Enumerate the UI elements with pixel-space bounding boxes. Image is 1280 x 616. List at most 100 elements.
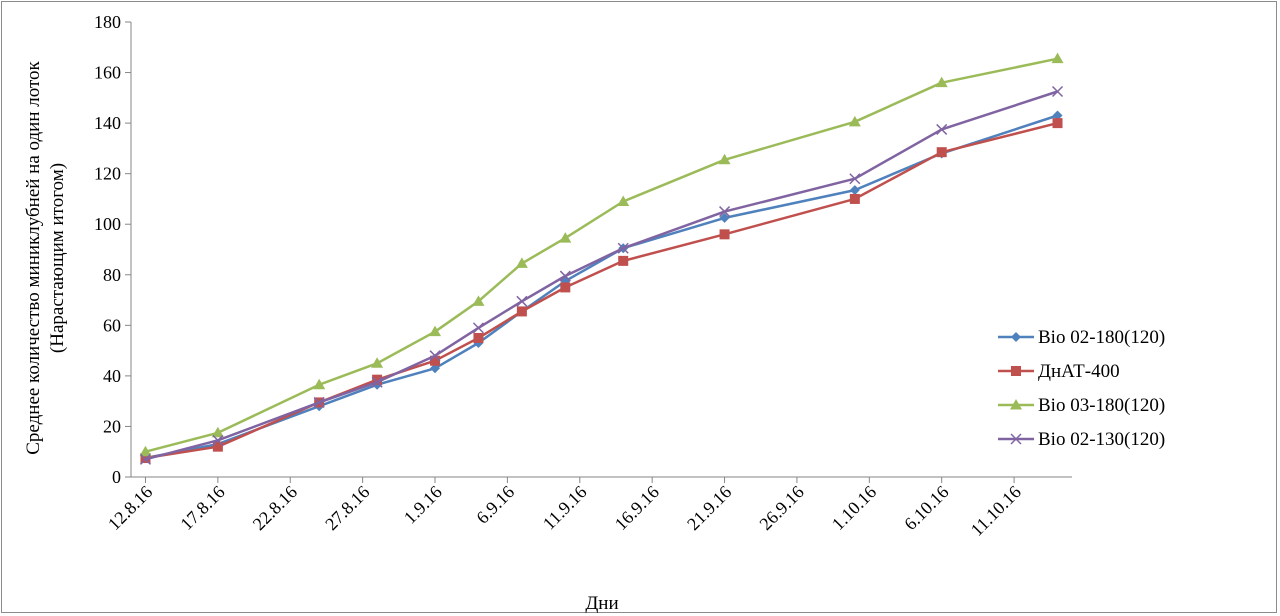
x-marker-stroke [617,242,629,254]
x-marker-stroke [559,270,571,282]
x-marker-stroke [212,434,224,446]
data-point [212,441,223,452]
x-marker-stroke [371,376,383,388]
data-point [429,350,441,362]
y-tick-labels: 0 20 40 60 80 100 120 140 160 180 [94,12,121,487]
x-tick-label: 22.8.16 [249,482,301,534]
legend-item: Bio 02-130(120) [998,429,1165,450]
x-tick-label: 11.10.16 [967,482,1025,540]
x-marker-stroke [472,322,484,334]
data-point [848,115,861,127]
series-line [145,57,1058,453]
x-marker-stroke [139,453,152,465]
data-point [139,445,152,457]
data-point [473,332,484,343]
data-point [371,357,384,368]
y-tick-label: 60 [103,315,121,335]
data-point [371,376,383,388]
legend-swatch-marker [1010,433,1022,445]
x-tick-label: 27.8.16 [321,482,373,534]
legend-label: Bio 02-180(120) [1038,327,1165,348]
y-tick-label: 120 [94,164,121,184]
legend: Bio 02-180(120) ДнАТ-400 Bio 03-180(120) Bi… [998,327,1165,450]
x-tick-label: 16.9.16 [611,482,663,534]
data-point [559,270,571,282]
y-tick-label: 100 [94,214,121,234]
series-line [145,121,1058,460]
series-line [145,90,1058,461]
x-tick-label: 21.9.16 [683,482,735,534]
y-tick-label: 140 [94,113,121,133]
data-point [618,255,629,266]
data-point [429,325,442,337]
data-point [935,76,948,88]
x-tick-label: 17.8.16 [176,482,228,534]
x-tick-label: 11.9.16 [539,482,591,534]
data-point [849,173,861,185]
data-point [516,295,528,307]
data-point [472,295,485,306]
data-point [313,396,325,408]
legend-label: Bio 03-180(120) [1038,395,1165,416]
y-axis-title: Среднее количество миниклубней на один л… [23,60,44,454]
data-point [516,306,527,317]
x-tick-label: 12.8.16 [104,482,156,534]
data-point [430,355,441,366]
data-point [1052,110,1063,121]
x-tick-label: 1.10.16 [828,482,880,534]
y-tick-label: 40 [103,366,121,386]
y-tick-label: 160 [94,63,121,83]
y-tick-label: 20 [103,416,121,436]
data-point [617,195,630,206]
data-point [719,229,730,240]
y-tick-label: 0 [112,467,121,487]
data-point [372,374,383,385]
x-tick-labels: 12.8.16 17.8.16 22.8.16 27.8.16 1.9.16 6.9.16… [104,482,1025,540]
y-tick-label: 80 [103,265,121,285]
series-4 [139,85,1064,465]
data-point [617,242,629,254]
x-marker-stroke [936,123,948,135]
series-line [145,114,1058,460]
data-point [559,232,572,243]
y-axis-subtitle: (Нарастающим итогом) [47,163,68,353]
legend-swatch-marker [1011,366,1021,376]
data-point [936,123,948,135]
x-marker-stroke [516,295,528,307]
x-axis-title: Дни [585,593,618,614]
axes [125,21,1072,483]
x-tick-label: 6.10.16 [900,482,952,534]
data-point [472,322,484,334]
legend-label: Bio 02-130(120) [1038,429,1165,450]
legend-item: Bio 03-180(120) [998,395,1165,416]
data-point [212,434,224,446]
legend-item: Bio 02-180(120) [998,327,1165,348]
data-point [560,282,571,293]
x-tick-label: 26.9.16 [755,482,807,534]
data-point [211,426,224,438]
y-tick-label: 180 [94,12,121,32]
data-point [139,453,152,465]
x-marker-stroke [429,350,441,362]
legend-item: ДнАТ-400 [998,361,1120,382]
data-point [313,378,326,390]
legend-swatch-marker [1010,399,1022,410]
x-marker-stroke [1010,433,1022,445]
legend-swatch-marker [1011,332,1021,342]
x-marker-stroke [849,173,861,185]
x-marker-stroke [1051,85,1064,98]
data-point [430,363,441,374]
x-tick-label: 6.9.16 [472,482,518,528]
x-tick-label: 1.9.16 [400,482,446,528]
data-point [1051,52,1064,64]
plot-area [139,52,1064,465]
data-point [1052,118,1063,129]
series-1 [140,110,1063,464]
series-3 [139,52,1064,457]
x-marker-stroke [313,396,325,408]
data-point [849,185,860,196]
data-point [1051,85,1064,98]
data-point [719,212,730,223]
